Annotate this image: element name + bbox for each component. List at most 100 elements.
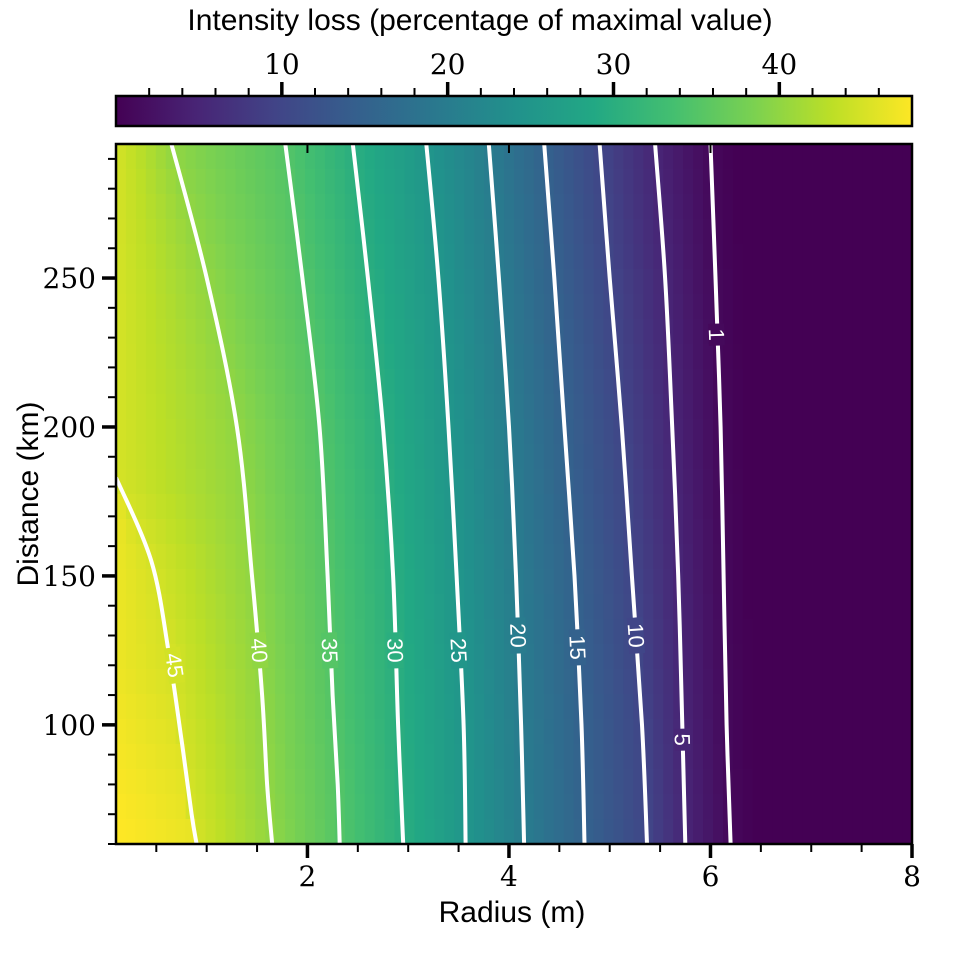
heatmap-cell bbox=[394, 694, 406, 720]
heatmap-cell bbox=[732, 819, 744, 844]
heatmap-cell bbox=[613, 194, 625, 220]
heatmap-cell bbox=[613, 544, 625, 570]
contour-label-gap bbox=[674, 728, 691, 751]
heatmap-cell bbox=[464, 369, 475, 395]
heatmap-cell bbox=[603, 719, 615, 745]
heatmap-cell bbox=[434, 169, 445, 195]
heatmap-cell bbox=[514, 269, 525, 295]
heatmap-cell bbox=[504, 344, 515, 370]
heatmap-cell bbox=[275, 544, 286, 570]
heatmap-cell bbox=[145, 644, 157, 670]
heatmap-cell bbox=[424, 144, 435, 170]
heatmap-cell bbox=[125, 619, 137, 645]
heatmap-cell bbox=[673, 244, 684, 270]
heatmap-cell bbox=[185, 419, 197, 445]
heatmap-cell bbox=[514, 769, 525, 795]
heatmap-cell bbox=[155, 144, 167, 170]
heatmap-cell bbox=[772, 544, 784, 570]
heatmap-cell bbox=[693, 369, 704, 395]
heatmap-cell bbox=[812, 344, 824, 370]
heatmap-cell bbox=[722, 694, 734, 720]
heatmap-cell bbox=[543, 294, 555, 320]
heatmap-cell bbox=[812, 644, 824, 670]
heatmap-cell bbox=[563, 444, 575, 470]
heatmap-cell bbox=[305, 619, 316, 645]
heatmap-cell bbox=[752, 244, 764, 270]
heatmap-cell bbox=[484, 644, 495, 670]
heatmap-cell bbox=[305, 419, 316, 445]
heatmap-cell bbox=[633, 469, 644, 495]
heatmap-cell bbox=[195, 744, 207, 770]
heatmap-cell bbox=[454, 419, 465, 445]
heatmap-cell bbox=[812, 819, 824, 844]
heatmap-cell bbox=[553, 394, 565, 420]
heatmap-cell bbox=[832, 194, 843, 220]
heatmap-cell bbox=[245, 519, 256, 545]
heatmap-cell bbox=[872, 719, 883, 745]
heatmap-cell bbox=[633, 594, 644, 620]
heatmap-cell bbox=[523, 694, 535, 720]
heatmap-cell bbox=[613, 794, 625, 820]
heatmap-cell bbox=[573, 544, 585, 570]
heatmap-cell bbox=[474, 544, 485, 570]
heatmap-cell bbox=[523, 219, 535, 245]
heatmap-cell bbox=[782, 519, 794, 545]
heatmap-cell bbox=[215, 819, 227, 844]
heatmap-cell bbox=[902, 219, 912, 245]
heatmap-cell bbox=[315, 569, 326, 595]
heatmap-cell bbox=[295, 219, 306, 245]
heatmap-cell bbox=[613, 444, 625, 470]
heatmap-cell bbox=[205, 244, 217, 270]
heatmap-cell bbox=[563, 594, 575, 620]
heatmap-cell bbox=[255, 219, 266, 245]
heatmap-cell bbox=[364, 544, 376, 570]
heatmap-cell bbox=[504, 519, 515, 545]
heatmap-cell bbox=[205, 144, 217, 170]
heatmap-cell bbox=[155, 544, 167, 570]
heatmap-cell bbox=[215, 244, 227, 270]
heatmap-cell bbox=[514, 419, 525, 445]
heatmap-cell bbox=[384, 319, 396, 345]
heatmap-cell bbox=[832, 219, 843, 245]
heatmap-cell bbox=[782, 269, 794, 295]
heatmap-cell bbox=[275, 344, 286, 370]
heatmap-cell bbox=[155, 794, 167, 820]
heatmap-cell bbox=[523, 344, 535, 370]
heatmap-cell bbox=[116, 819, 127, 844]
heatmap-cell bbox=[414, 194, 426, 220]
heatmap-cell bbox=[603, 344, 615, 370]
heatmap-cell bbox=[444, 369, 455, 395]
heatmap-cell bbox=[722, 469, 734, 495]
heatmap-cell bbox=[772, 194, 784, 220]
heatmap-cell bbox=[205, 744, 217, 770]
heatmap-cell bbox=[842, 419, 853, 445]
heatmap-cell bbox=[185, 344, 197, 370]
heatmap-cell bbox=[374, 494, 386, 520]
heatmap-cell bbox=[713, 594, 724, 620]
heatmap-cell bbox=[732, 444, 744, 470]
heatmap-cell bbox=[494, 569, 505, 595]
heatmap-cell bbox=[752, 419, 764, 445]
heatmap-cell bbox=[762, 794, 774, 820]
heatmap-cell bbox=[195, 294, 207, 320]
heatmap-cell bbox=[653, 219, 664, 245]
heatmap-cell bbox=[822, 144, 833, 170]
heatmap-cell bbox=[135, 669, 147, 695]
heatmap-cell bbox=[255, 169, 266, 195]
heatmap-cell bbox=[533, 669, 545, 695]
heatmap-cell bbox=[832, 494, 843, 520]
heatmap-cell bbox=[523, 469, 535, 495]
heatmap-cell bbox=[504, 769, 515, 795]
heatmap-cell bbox=[573, 444, 585, 470]
heatmap-cell bbox=[225, 194, 236, 220]
heatmap-cell bbox=[852, 344, 863, 370]
heatmap-cell bbox=[663, 419, 674, 445]
heatmap-cell bbox=[862, 369, 873, 395]
heatmap-cell bbox=[832, 569, 843, 595]
heatmap-cell bbox=[454, 194, 465, 220]
heatmap-cell bbox=[852, 169, 863, 195]
heatmap-cell bbox=[404, 594, 416, 620]
heatmap-cell bbox=[553, 794, 565, 820]
contour-label-gap bbox=[386, 632, 404, 669]
